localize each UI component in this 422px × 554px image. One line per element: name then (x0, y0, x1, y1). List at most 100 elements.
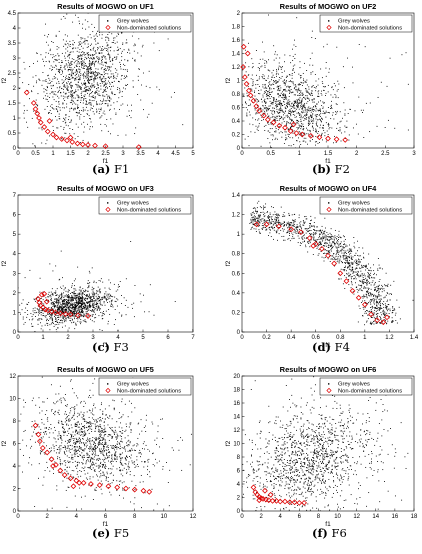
wolf-point (351, 263, 352, 264)
wolf-point (302, 98, 303, 99)
wolf-point (254, 92, 255, 93)
wolf-point (84, 302, 85, 303)
wolf-point (70, 46, 71, 47)
wolf-point (282, 76, 283, 77)
wolf-point (309, 124, 310, 125)
wolf-point (119, 90, 120, 91)
wolf-point (274, 88, 275, 89)
wolf-point (290, 75, 291, 76)
wolf-point (300, 119, 301, 120)
wolf-point (109, 56, 110, 57)
wolf-point (324, 218, 325, 219)
wolf-point (50, 49, 51, 50)
wolf-point (67, 56, 68, 57)
wolf-point (291, 120, 292, 121)
wolf-point (71, 97, 72, 98)
wolf-point (280, 103, 281, 104)
wolf-point (82, 51, 83, 52)
wolf-point (338, 89, 339, 90)
wolf-point (309, 223, 310, 224)
wolf-point (280, 103, 281, 104)
wolf-point (263, 110, 264, 111)
wolf-point (64, 133, 65, 134)
wolf-point (126, 42, 127, 43)
wolf-point (57, 49, 58, 50)
y-tick-label: 1.4 (232, 193, 241, 199)
wolf-point (27, 127, 28, 128)
wolf-point (38, 309, 39, 310)
wolf-point (55, 324, 56, 325)
wolf-point (102, 34, 103, 35)
wolf-point (347, 58, 348, 59)
wolf-point (380, 300, 381, 301)
wolf-point (320, 116, 321, 117)
wolf-point (245, 50, 246, 51)
wolf-point (80, 297, 81, 298)
wolf-point (301, 82, 302, 83)
wolf-point (349, 134, 350, 135)
wolf-point (81, 59, 82, 60)
wolf-point (330, 249, 331, 250)
wolf-point (102, 78, 103, 79)
wolf-point (94, 302, 95, 303)
wolf-point (306, 115, 307, 116)
wolf-point (81, 58, 82, 59)
wolf-point (298, 128, 299, 129)
wolf-point (316, 123, 317, 124)
wolf-point (87, 291, 88, 292)
wolf-point (69, 69, 70, 70)
wolf-point (89, 306, 90, 307)
wolf-point (64, 296, 65, 297)
wolf-point (111, 296, 112, 297)
wolf-point (81, 95, 82, 96)
wolf-point (96, 304, 97, 305)
wolf-point (357, 255, 358, 256)
wolf-point (98, 298, 99, 299)
wolf-point (77, 305, 78, 306)
wolf-point (284, 216, 285, 217)
wolf-point (377, 313, 378, 314)
wolf-point (275, 105, 276, 106)
wolf-point (297, 102, 298, 103)
wolf-point (121, 315, 122, 316)
wolf-point (149, 71, 150, 72)
wolf-point (67, 43, 68, 44)
y-tick-label: 0.6 (232, 106, 241, 112)
wolf-point (83, 298, 84, 299)
wolf-point (104, 69, 105, 70)
wolf-point (96, 103, 97, 104)
wolf-point (81, 93, 82, 94)
wolf-point (78, 299, 79, 300)
wolf-point (292, 73, 293, 74)
wolf-point (109, 59, 110, 60)
wolf-point (299, 99, 300, 100)
wolf-point (294, 45, 295, 46)
wolf-point (76, 70, 77, 71)
wolf-point (86, 40, 87, 41)
wolf-point (75, 290, 76, 291)
wolf-point (108, 294, 109, 295)
wolf-point (307, 241, 308, 242)
wolf-point (270, 117, 271, 118)
wolf-point (94, 65, 95, 66)
y-tick-label: 2 (237, 11, 241, 17)
wolf-point (81, 311, 82, 312)
wolf-point (88, 283, 89, 284)
wolf-point (357, 265, 358, 266)
wolf-point (79, 23, 80, 24)
wolf-point (112, 305, 113, 306)
wolf-point (92, 315, 93, 316)
wolf-point (389, 294, 390, 295)
chart-title: Results of MOGWO on UF4 (280, 184, 377, 193)
wolf-point (274, 82, 275, 83)
wolf-point (376, 323, 377, 324)
wolf-point (276, 231, 277, 232)
wolf-point (312, 113, 313, 114)
wolf-point (88, 46, 89, 47)
wolf-point (275, 117, 276, 118)
wolf-point (77, 71, 78, 72)
wolf-point (57, 60, 58, 61)
wolf-point (98, 306, 99, 307)
wolf-point (372, 308, 373, 309)
wolf-point (85, 83, 86, 84)
